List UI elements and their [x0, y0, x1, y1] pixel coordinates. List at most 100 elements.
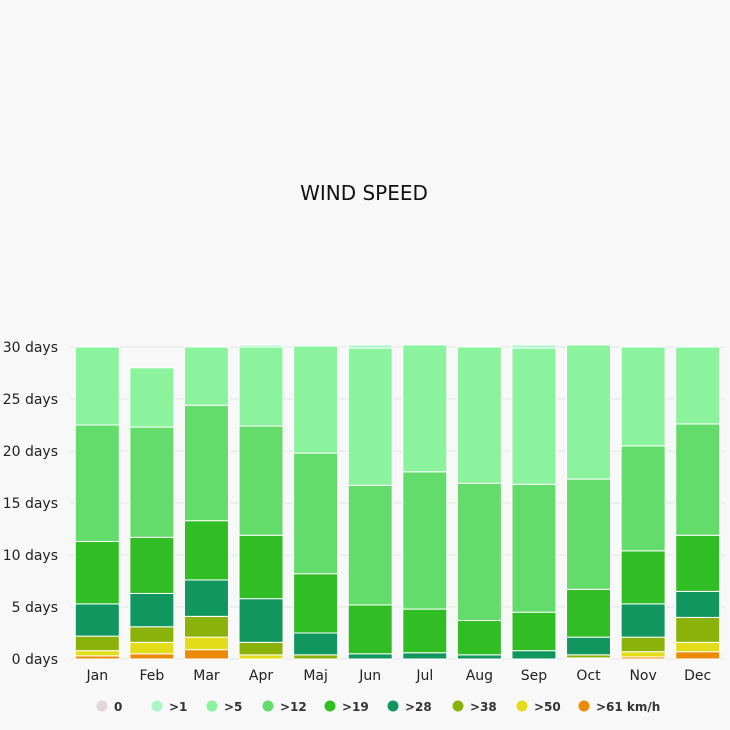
- legend-item[interactable]: >1: [151, 700, 188, 714]
- bar-segment: [129, 626, 175, 643]
- bar-segment: [183, 649, 229, 660]
- bar-segment: [511, 650, 557, 660]
- bar-segment: [74, 424, 120, 542]
- legend-label: >19: [342, 700, 369, 714]
- legend-label: 0: [114, 700, 122, 714]
- bar-segment: [456, 620, 502, 656]
- bar-segment: [238, 598, 284, 643]
- legend-item[interactable]: >61 km/h: [578, 700, 661, 714]
- bar-segment: [402, 652, 448, 660]
- bar-segment: [675, 346, 721, 425]
- bar-segment: [566, 344, 612, 480]
- legend-item[interactable]: >50: [516, 700, 561, 714]
- bar-segment: [129, 536, 175, 594]
- bar-segment: [74, 603, 120, 637]
- bar-segment: [620, 651, 666, 658]
- y-tick-label: 15 days: [3, 496, 58, 512]
- legend-label: >5: [224, 700, 242, 714]
- bar-segment: [620, 550, 666, 605]
- y-tick-label: 10 days: [3, 548, 58, 564]
- legend-item[interactable]: >28: [387, 700, 432, 714]
- bar-segment: [620, 346, 666, 447]
- legend-marker: [206, 700, 218, 712]
- bar-segment: [238, 346, 284, 427]
- chart-title: WIND SPEED: [300, 181, 428, 205]
- bar-segment: [183, 346, 229, 406]
- x-tick-label: Dec: [684, 668, 711, 684]
- legend-item[interactable]: 0: [96, 700, 123, 714]
- legend-item[interactable]: >12: [262, 700, 307, 714]
- bar-segment: [183, 615, 229, 638]
- bar-segment: [238, 344, 284, 348]
- legend-marker: [262, 700, 274, 712]
- y-tick-label: 5 days: [12, 600, 58, 616]
- bar-segment: [347, 344, 393, 349]
- legend: 0 >1 >5 >12 >19 >28 >38 >50 >61 km/h: [96, 700, 661, 714]
- bar-segment: [347, 653, 393, 660]
- bar-segment: [511, 344, 557, 349]
- y-tick-label: 30 days: [3, 340, 58, 356]
- legend-marker: [516, 700, 528, 712]
- y-tick-label: 20 days: [3, 444, 58, 460]
- bar-segment: [238, 425, 284, 536]
- bar-segment: [293, 654, 339, 660]
- bar-segment: [74, 346, 120, 426]
- legend-label: >28: [405, 700, 432, 714]
- legend-marker: [324, 700, 336, 712]
- bar-segment: [347, 604, 393, 655]
- bar-segment: [183, 404, 229, 522]
- bar-segment: [402, 608, 448, 654]
- x-tick-label: Feb: [139, 668, 164, 684]
- bar-segment: [511, 347, 557, 485]
- bar-segment: [129, 653, 175, 660]
- bar-segment: [293, 573, 339, 634]
- legend-label: >1: [169, 700, 187, 714]
- x-tick-label: Maj: [303, 668, 328, 684]
- x-tick-label: Apr: [249, 668, 273, 684]
- legend-item[interactable]: >19: [324, 700, 369, 714]
- y-tick-label: 25 days: [3, 392, 58, 408]
- bar-segment: [74, 635, 120, 652]
- bar-segment: [74, 540, 120, 605]
- legend-marker: [452, 700, 464, 712]
- bar-stacks: [74, 344, 721, 660]
- x-tick-label: Jan: [85, 668, 108, 684]
- legend-marker: [96, 700, 108, 712]
- bar-segment: [566, 588, 612, 638]
- bar-segment: [456, 346, 502, 484]
- legend-item[interactable]: >5: [206, 700, 243, 714]
- bar-segment: [347, 484, 393, 606]
- x-tick-label: Jul: [415, 668, 433, 684]
- bar-segment: [566, 636, 612, 656]
- legend-item[interactable]: >38: [452, 700, 497, 714]
- bar-segment: [129, 592, 175, 628]
- bar-segment: [675, 590, 721, 618]
- legend-label: >12: [280, 700, 307, 714]
- y-axis: 0 days 5 days 10 days 15 days 20 days 25 days…: [3, 340, 58, 668]
- bar-segment: [183, 520, 229, 581]
- x-tick-label: Oct: [576, 668, 601, 684]
- x-axis: Jan Feb Mar Apr Maj Jun Jul Aug Sep Oct Nov Dec: [85, 668, 711, 684]
- y-tick-label: 0 days: [12, 652, 58, 668]
- bar-segment: [347, 347, 393, 486]
- bar-segment: [293, 345, 339, 454]
- legend-marker: [578, 700, 590, 712]
- bar-segment: [675, 616, 721, 643]
- bar-segment: [620, 636, 666, 653]
- x-tick-label: Jun: [358, 668, 381, 684]
- bar-segment: [238, 641, 284, 656]
- x-tick-label: Aug: [466, 668, 493, 684]
- bar-segment: [675, 651, 721, 660]
- bar-segment: [129, 367, 175, 428]
- bar-segment: [238, 534, 284, 600]
- bar-segment: [183, 579, 229, 617]
- bar-segment: [511, 483, 557, 613]
- bar-segment: [620, 445, 666, 552]
- legend-marker: [151, 700, 163, 712]
- x-tick-label: Mar: [193, 668, 220, 684]
- bar-segment: [293, 632, 339, 656]
- x-tick-label: Sep: [521, 668, 548, 684]
- legend-marker: [387, 700, 399, 712]
- bar-segment: [183, 636, 229, 651]
- bar-segment: [456, 654, 502, 660]
